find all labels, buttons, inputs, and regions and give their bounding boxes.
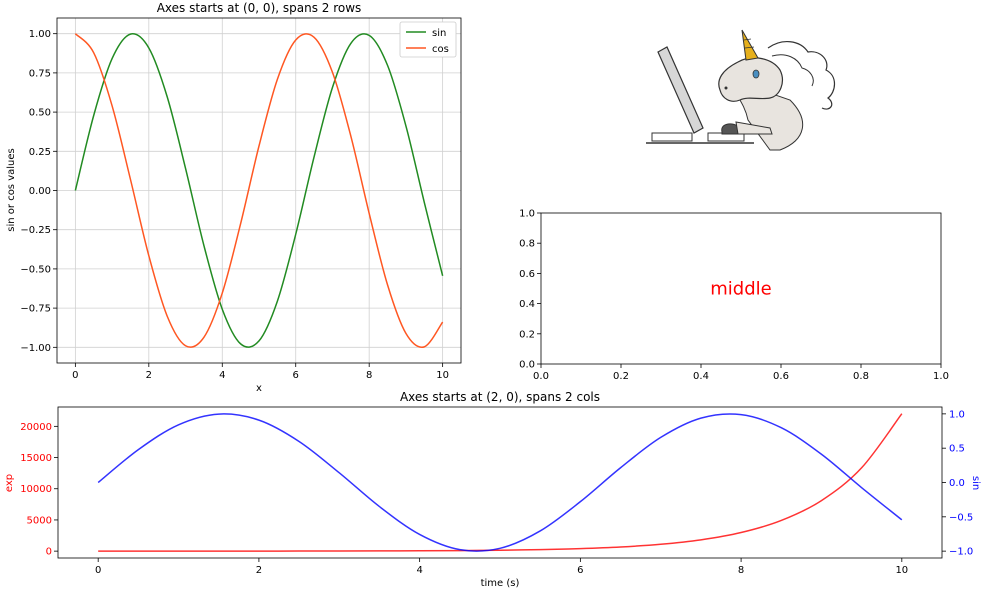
- x-tick-label: 4: [416, 565, 422, 576]
- x-tick-label: 6: [577, 565, 583, 576]
- chart1-legend: sin cos: [399, 21, 457, 58]
- chart3-y-ticks-right: 1.0 0.5 0.0 −0.5 −1.0: [942, 409, 973, 558]
- x-tick-label: 0: [72, 370, 78, 381]
- y-tick-label: −0.50: [20, 264, 51, 275]
- x-tick-label: 0.0: [533, 371, 549, 382]
- y-tick-label: 0.8: [519, 239, 535, 250]
- series-line-cos: [74, 33, 444, 348]
- y-tick-label: 0.50: [29, 108, 51, 119]
- x-tick-label: 4: [219, 370, 225, 381]
- y-tick-label: 0.0: [519, 360, 535, 371]
- y-tick-label: 0: [46, 547, 52, 558]
- chart1-grid: [57, 18, 461, 363]
- y-tick-label: 0.25: [29, 147, 51, 158]
- chart1-lines: [74, 33, 444, 348]
- chart2-annotation: middle: [710, 279, 771, 300]
- y-tick-label: 10000: [20, 484, 52, 495]
- y-tick-label: −1.0: [949, 547, 973, 558]
- chart1-y-ticks: 1.00 0.75 0.50 0.25 0.00 −0.25 −0.50 −0.75 −1.00: [20, 29, 57, 354]
- series-line-sin: [74, 33, 444, 348]
- y-tick-label: 1.0: [519, 209, 535, 220]
- chart3-ylabel-left: exp: [4, 474, 15, 492]
- legend-sin-label: sin: [432, 28, 446, 39]
- y-tick-label: 20000: [20, 422, 52, 433]
- unicorn-illustration: [646, 29, 836, 151]
- x-tick-label: 8: [738, 565, 744, 576]
- x-tick-label: 1.0: [933, 371, 949, 382]
- chart3-xlabel: time (s): [481, 578, 520, 589]
- y-tick-label: −0.25: [20, 225, 51, 236]
- chart1-xlabel: x: [256, 383, 262, 394]
- y-tick-label: 1.00: [29, 29, 51, 40]
- y-tick-label: 0.6: [519, 269, 535, 280]
- y-tick-label: 5000: [27, 515, 52, 526]
- chart2-frame: [540, 212, 942, 365]
- series-line-sin: [97, 413, 903, 552]
- x-tick-label: 10: [436, 370, 449, 381]
- y-tick-label: 0.00: [29, 186, 51, 197]
- legend-cos-label: cos: [432, 44, 449, 55]
- y-tick-label: 0.5: [949, 444, 965, 455]
- chart2-y-ticks: 0.0 0.2 0.4 0.6 0.8 1.0: [519, 209, 541, 371]
- y-tick-label: 1.0: [949, 409, 965, 420]
- y-tick-label: −0.5: [949, 512, 973, 523]
- y-tick-label: 15000: [20, 453, 52, 464]
- chart2-x-ticks: 0.0 0.2 0.4 0.6 0.8 1.0: [533, 364, 949, 382]
- y-tick-label: −1.00: [20, 343, 51, 354]
- x-tick-label: 6: [293, 370, 299, 381]
- chart3-frame: [57, 406, 943, 559]
- y-tick-label: 0.2: [519, 329, 535, 340]
- x-tick-label: 10: [895, 565, 908, 576]
- chart1-x-ticks: 0 2 4 6 8 10: [72, 363, 449, 381]
- x-tick-label: 2: [256, 565, 262, 576]
- chart1-title: Axes starts at (0, 0), spans 2 rows: [157, 1, 362, 15]
- series-line-exp: [98, 413, 903, 552]
- y-tick-label: 0.75: [29, 68, 51, 79]
- chart3-x-ticks: 0 2 4 6 8 10: [95, 558, 908, 576]
- chart3-y-ticks-left: 0 5000 10000 15000 20000: [20, 422, 58, 558]
- x-tick-label: 2: [146, 370, 152, 381]
- chart3-title: Axes starts at (2, 0), spans 2 cols: [400, 390, 600, 404]
- y-tick-label: 0.0: [949, 478, 965, 489]
- chart-exp-sin: 0 2 4 6 8 10 0 5000 10000 15000 20000 1.0 0.5 0.0 −0…: [4, 390, 981, 589]
- x-tick-label: 0.6: [773, 371, 789, 382]
- x-tick-label: 0.8: [853, 371, 869, 382]
- y-tick-label: −0.75: [20, 304, 51, 315]
- x-tick-label: 0: [95, 565, 101, 576]
- chart3-ylabel-right: sin: [970, 476, 981, 490]
- x-tick-label: 0.4: [693, 371, 709, 382]
- x-tick-label: 0.2: [613, 371, 629, 382]
- x-tick-label: 8: [366, 370, 372, 381]
- chart1-ylabel: sin or cos values: [6, 148, 17, 231]
- chart3-lines: [97, 413, 903, 552]
- chart-sin-cos: 0 2 4 6 8 10 1.00 0.75 0.50 0.25 0.00 −0.25 −0.50 −0…: [6, 1, 462, 394]
- y-tick-label: 0.4: [519, 299, 535, 310]
- chart-middle: 0.0 0.2 0.4 0.6 0.8 1.0 0.0 0.2 0.4 0.6 0.8 1.0 mi…: [519, 209, 949, 383]
